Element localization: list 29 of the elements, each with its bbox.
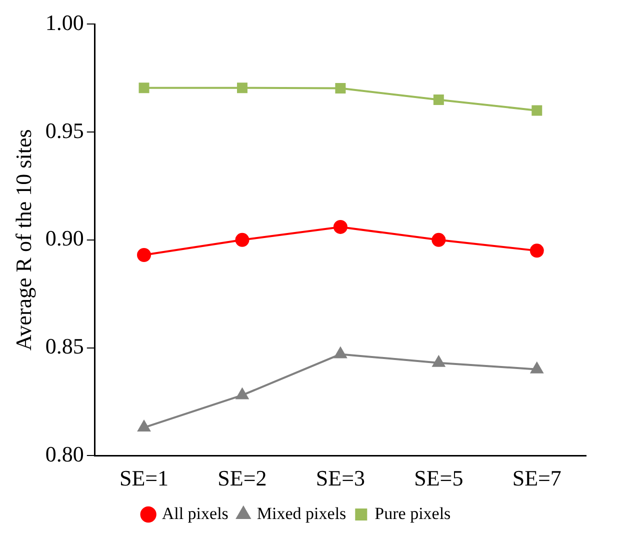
legend-label: All pixels xyxy=(162,504,228,523)
point xyxy=(334,347,347,358)
y-axis-title: Average R of the 10 sites xyxy=(10,129,36,351)
point xyxy=(236,388,248,400)
legend-label: Mixed pixels xyxy=(256,504,346,523)
point xyxy=(235,232,250,247)
point xyxy=(532,105,542,116)
y-tick-label: 0.85 xyxy=(45,334,84,359)
point xyxy=(138,82,150,94)
x-tick-label: SE=2 xyxy=(218,466,267,491)
point xyxy=(433,94,444,105)
x-tick-label: SE=3 xyxy=(316,466,365,491)
y-tick-label: 1.00 xyxy=(45,10,84,35)
y-tick-label: 0.95 xyxy=(45,118,84,143)
y-tick-label: 0.90 xyxy=(45,226,84,251)
point xyxy=(432,232,446,247)
point xyxy=(432,356,445,367)
point xyxy=(335,83,346,94)
x-tick-label: SE=7 xyxy=(512,466,562,491)
point xyxy=(333,220,348,234)
point xyxy=(138,420,150,432)
y-tick-label: 0.80 xyxy=(45,441,84,466)
point xyxy=(530,362,544,374)
x-tick-label: SE=1 xyxy=(119,466,169,491)
legend-label: Pure pixels xyxy=(374,504,451,523)
point xyxy=(137,248,152,262)
point xyxy=(236,82,248,94)
point xyxy=(530,244,544,258)
x-tick-label: SE=5 xyxy=(414,466,464,491)
